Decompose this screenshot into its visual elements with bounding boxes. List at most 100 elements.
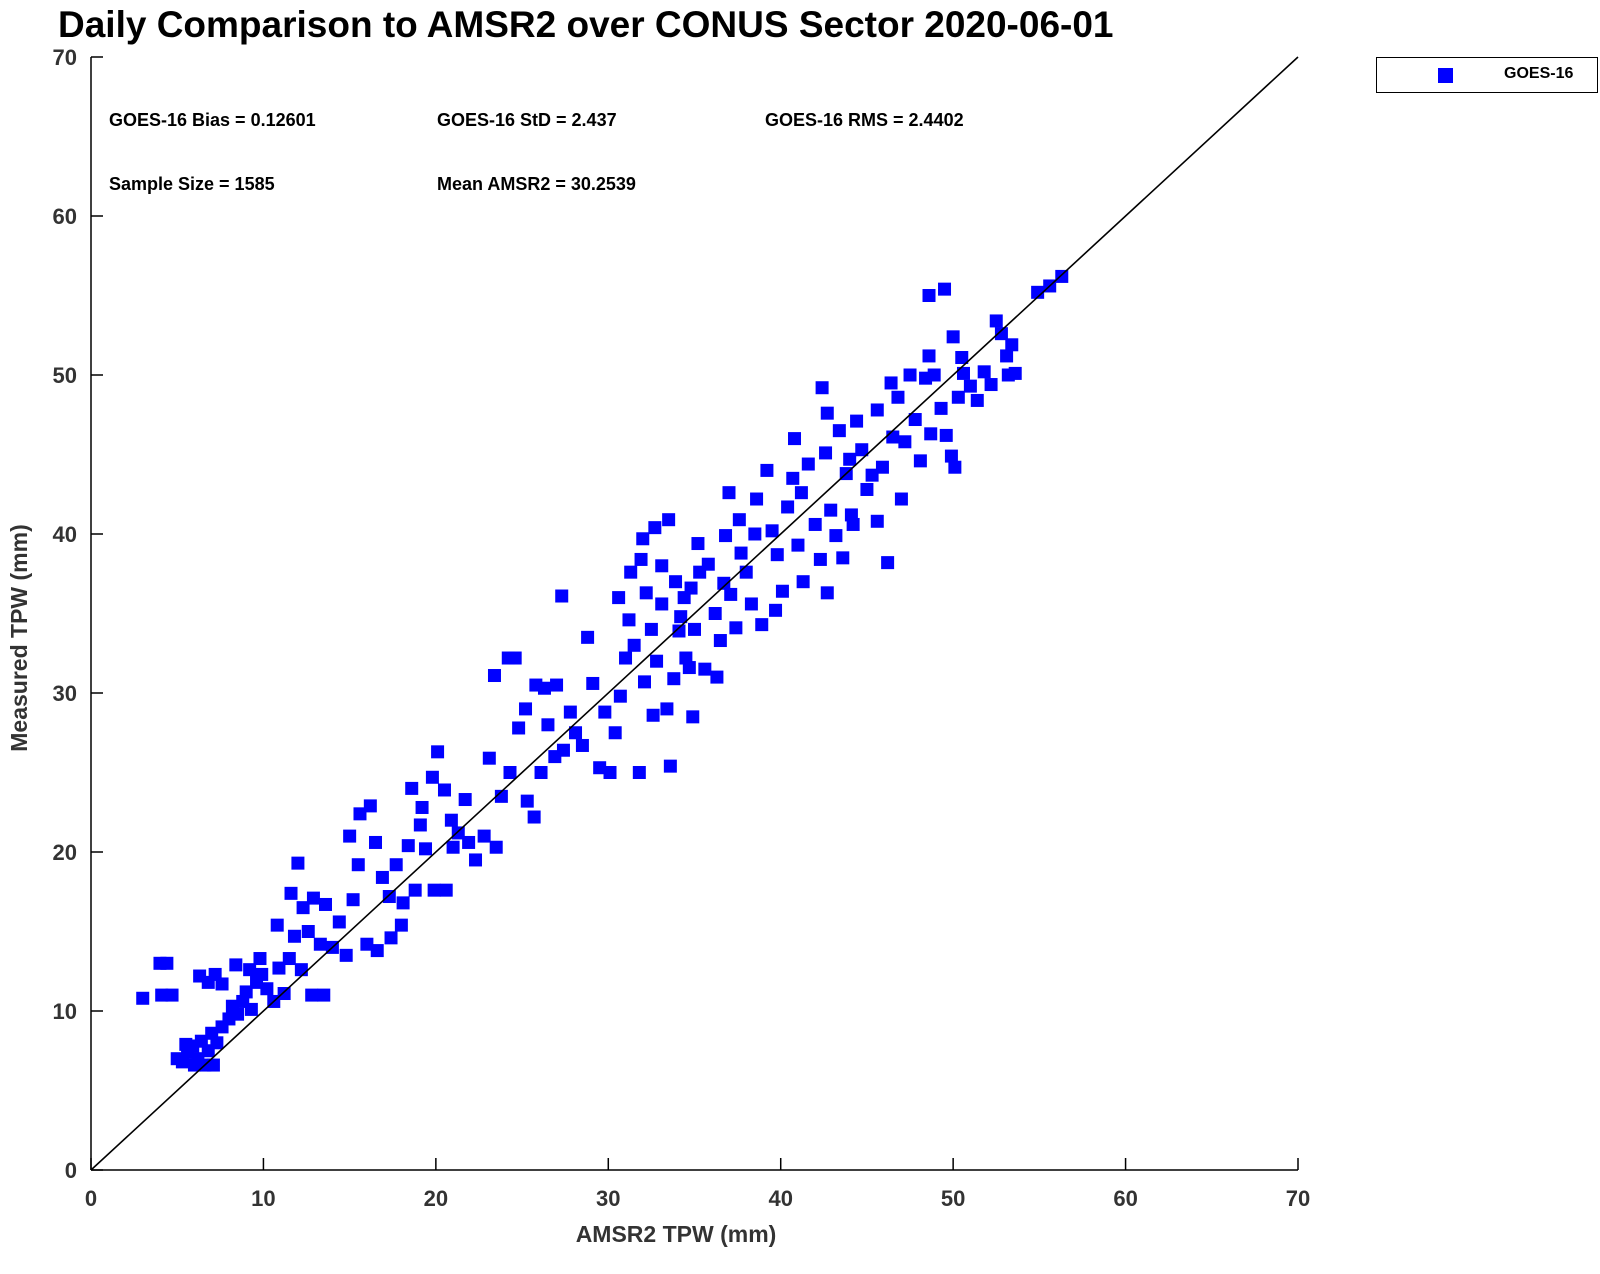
legend-square-marker-icon	[1438, 68, 1453, 83]
data-point	[755, 618, 769, 632]
x-tick-label: 10	[251, 1186, 275, 1211]
mean-amsr2-annotation: Mean AMSR2 = 30.2539	[437, 174, 636, 194]
legend: GOES-16	[1376, 57, 1598, 93]
data-point	[394, 918, 408, 932]
data-point	[662, 513, 676, 527]
data-point	[682, 661, 696, 675]
data-point	[894, 492, 908, 506]
data-point	[563, 705, 577, 719]
data-point	[944, 449, 958, 463]
data-point	[946, 330, 960, 344]
data-point	[808, 517, 822, 531]
data-point	[301, 925, 315, 938]
data-point	[970, 393, 984, 407]
data-point	[253, 952, 267, 966]
x-tick-label: 0	[85, 1186, 97, 1211]
data-point	[655, 559, 669, 573]
data-point	[527, 810, 541, 824]
data-point	[534, 766, 548, 779]
data-point	[646, 708, 660, 722]
x-tick-label: 30	[596, 1186, 620, 1211]
data-point	[255, 967, 269, 981]
data-point	[796, 575, 810, 589]
data-point	[836, 551, 850, 565]
data-point	[948, 460, 962, 474]
data-point	[667, 672, 681, 686]
data-point	[296, 901, 310, 915]
data-point	[294, 963, 308, 977]
data-point	[927, 368, 941, 382]
data-point	[346, 893, 360, 907]
data-point	[951, 390, 965, 404]
x-tick-label: 20	[424, 1186, 448, 1211]
data-point	[482, 751, 496, 765]
data-point	[710, 670, 724, 684]
data-point	[791, 538, 805, 552]
data-point	[382, 890, 396, 904]
reference-line-layer	[90, 56, 1299, 1171]
data-point	[469, 853, 483, 867]
y-ticks: 0 10 20 30 40 50 60 70	[53, 45, 103, 1183]
data-point	[870, 514, 884, 528]
data-point	[989, 314, 1003, 328]
data-point	[389, 858, 403, 872]
data-point	[819, 446, 833, 460]
chart-title: Daily Comparison to AMSR2 over CONUS Sec…	[58, 4, 1114, 45]
data-point	[748, 527, 762, 541]
data-point	[444, 813, 458, 827]
data-point	[165, 988, 179, 1002]
data-point	[1005, 338, 1019, 352]
data-point	[339, 948, 353, 962]
data-point	[260, 982, 274, 996]
data-point	[843, 452, 857, 466]
data-point	[1055, 269, 1069, 283]
data-point	[622, 613, 636, 627]
data-point	[1000, 349, 1014, 363]
data-point	[832, 424, 846, 438]
data-point	[317, 988, 331, 1002]
data-point	[686, 710, 700, 724]
data-point	[648, 521, 662, 535]
data-point	[820, 586, 834, 600]
data-point	[332, 915, 346, 929]
data-point	[519, 702, 533, 716]
data-point	[655, 597, 669, 611]
data-point	[770, 548, 784, 562]
data-point	[786, 471, 800, 485]
y-tick-label: 60	[53, 204, 77, 229]
data-point	[155, 988, 169, 1002]
rms-annotation: GOES-16 RMS = 2.4402	[765, 110, 964, 130]
data-point	[313, 937, 327, 951]
data-point	[994, 327, 1008, 341]
data-point	[612, 591, 626, 605]
data-point	[639, 586, 653, 600]
data-point	[977, 365, 991, 379]
data-point	[319, 897, 333, 911]
data-point	[903, 368, 917, 382]
data-point	[231, 1007, 245, 1021]
data-point	[586, 676, 600, 690]
data-point	[886, 430, 900, 444]
data-point	[477, 829, 491, 843]
data-point	[677, 591, 691, 605]
data-point	[922, 349, 936, 363]
data-point	[375, 870, 389, 884]
data-point	[277, 987, 291, 1001]
data-point	[446, 840, 460, 854]
data-point	[627, 638, 641, 652]
data-point	[408, 883, 422, 897]
data-point	[503, 766, 517, 779]
data-point	[855, 443, 869, 457]
data-point	[353, 807, 367, 821]
data-point	[541, 718, 555, 732]
data-point	[765, 524, 779, 538]
data-point	[360, 937, 374, 951]
data-point	[669, 575, 683, 589]
data-point	[425, 770, 439, 784]
data-point	[708, 607, 722, 620]
x-ticks: 0 10 20 30 40 50 60 70	[85, 1158, 1310, 1211]
data-point	[955, 351, 969, 365]
data-point	[691, 537, 705, 551]
data-point	[575, 738, 589, 752]
data-point	[363, 799, 377, 813]
